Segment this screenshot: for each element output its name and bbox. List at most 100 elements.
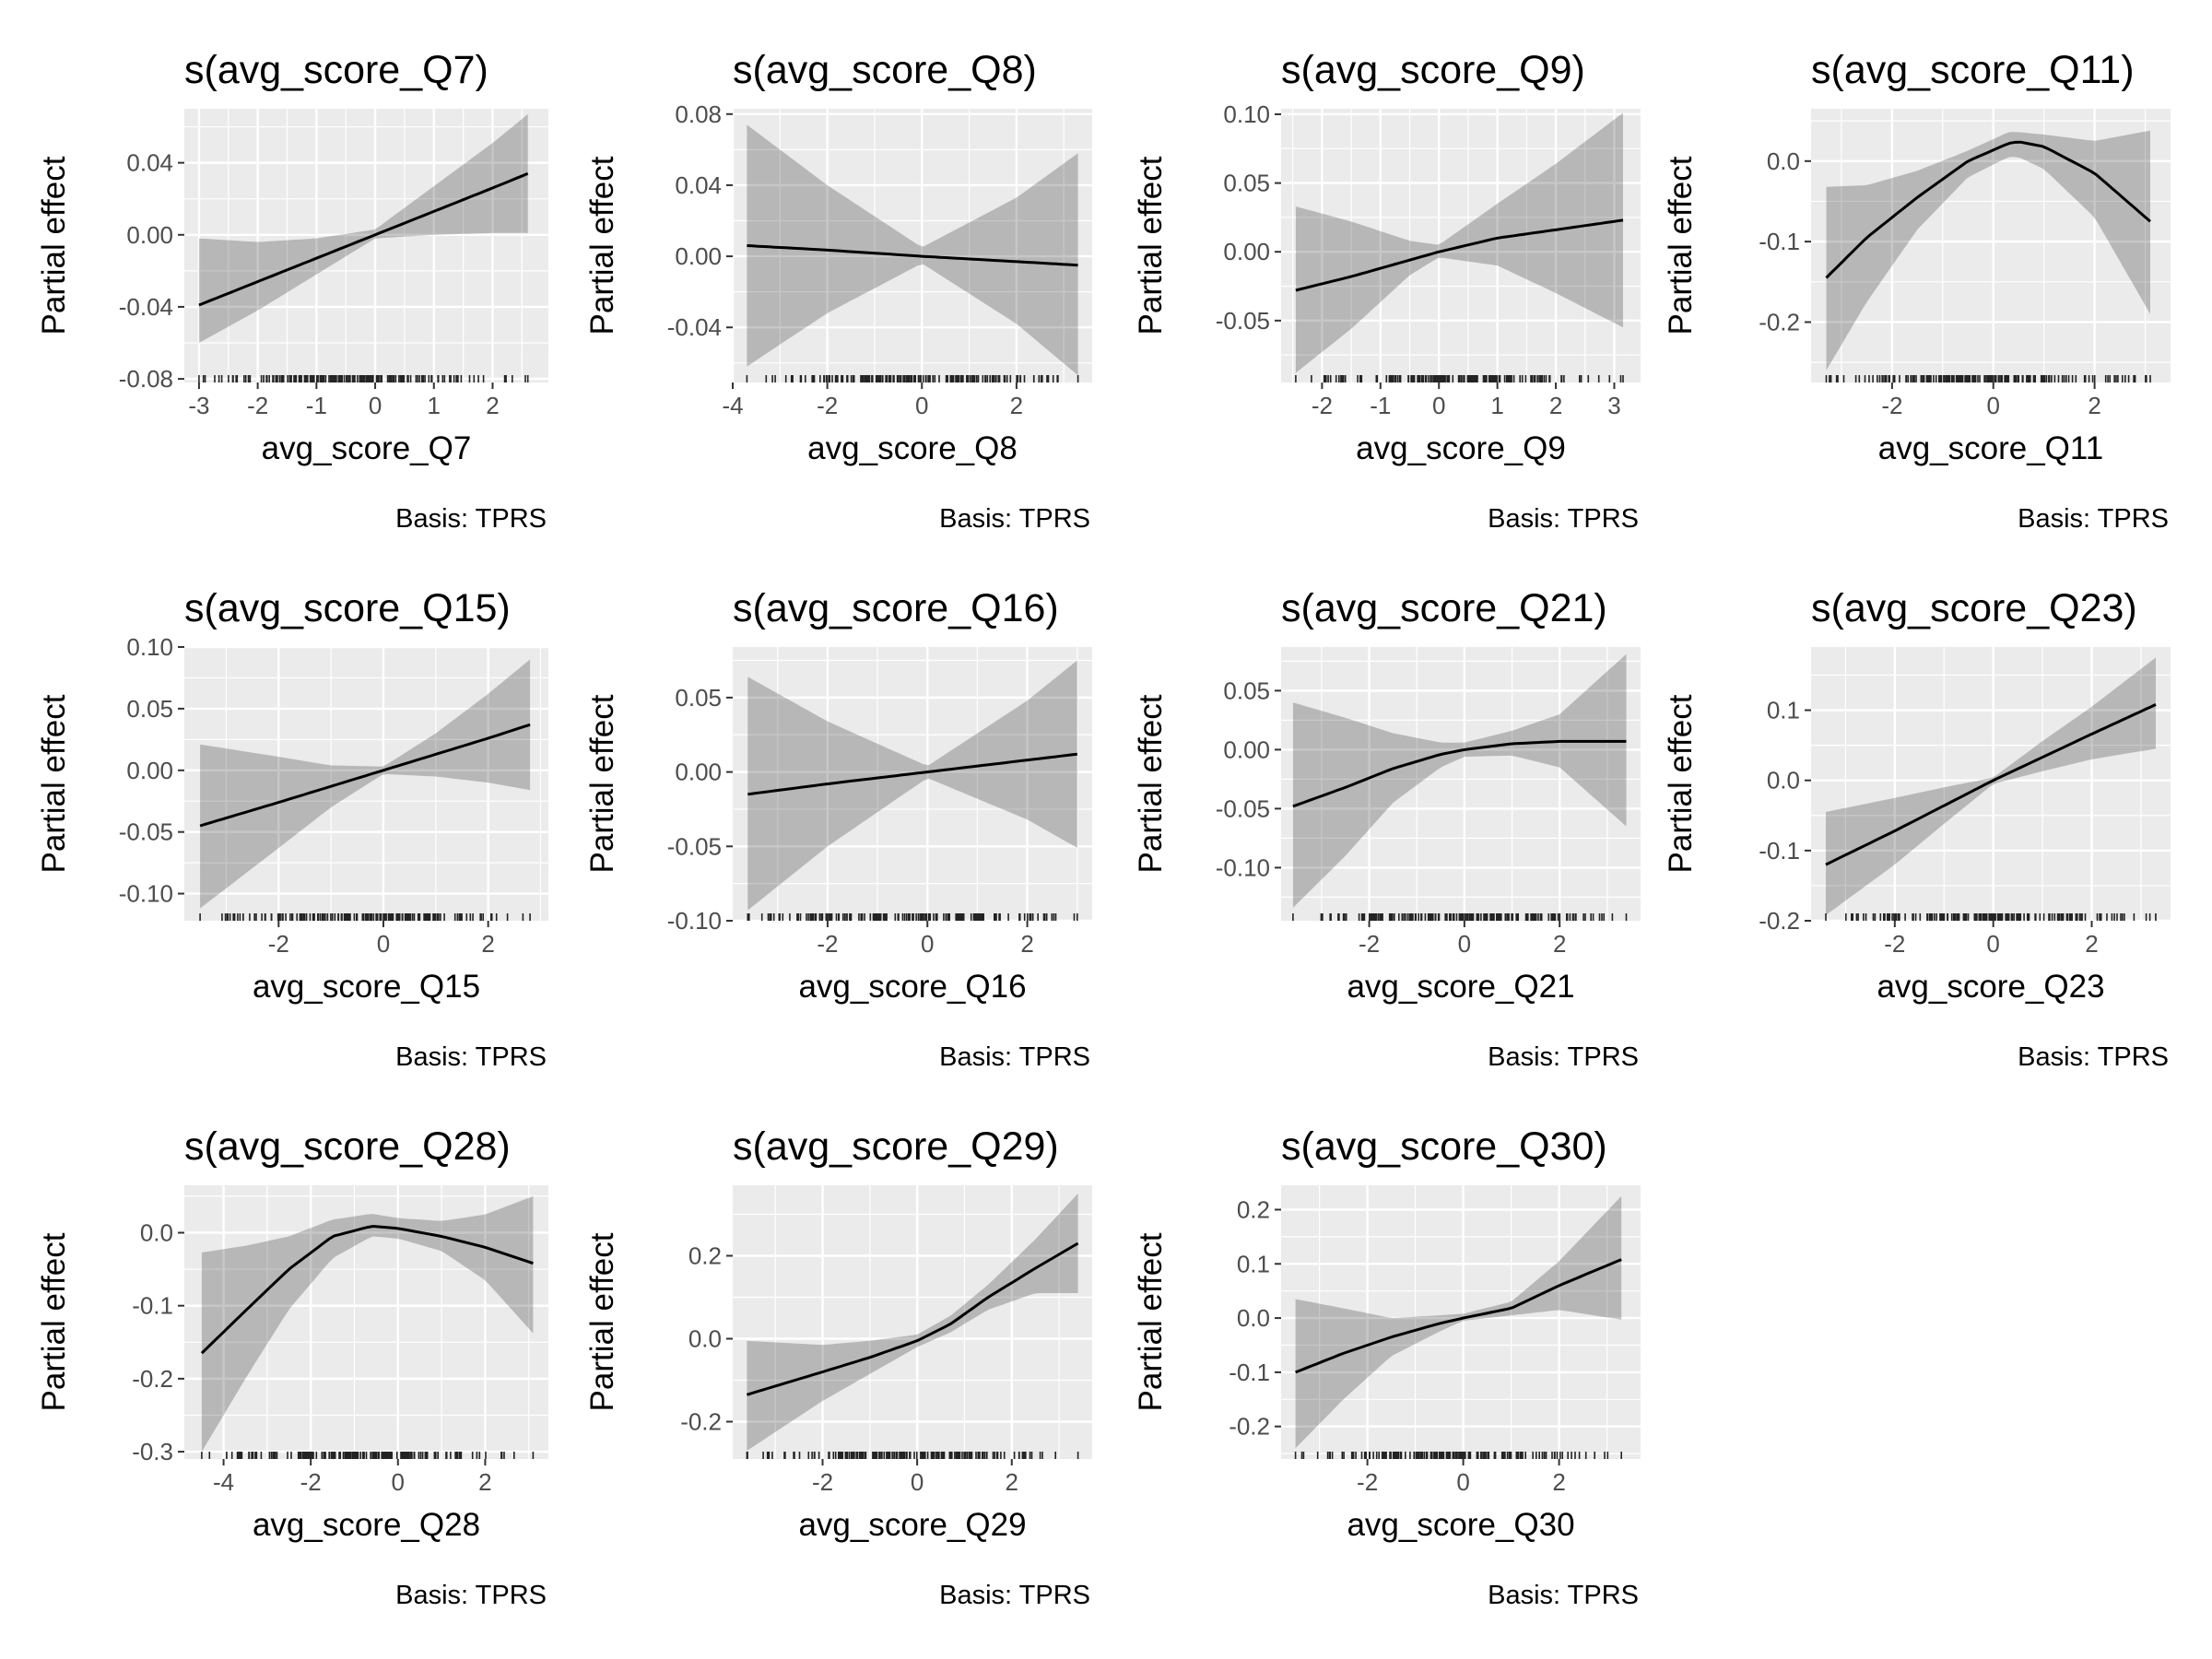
y-tick-label: -0.1 bbox=[1759, 837, 1800, 865]
y-tick-label: -0.3 bbox=[132, 1438, 173, 1465]
y-tick-label: -0.04 bbox=[667, 313, 722, 341]
y-tick-label: -0.05 bbox=[119, 818, 173, 846]
panel-title: s(avg_score_Q16) bbox=[733, 586, 1059, 630]
x-axis-label: avg_score_Q7 bbox=[262, 430, 472, 466]
confidence-band bbox=[198, 113, 528, 344]
x-tick-label: -3 bbox=[188, 392, 209, 419]
x-tick-label: 0 bbox=[369, 392, 382, 419]
y-tick-label: -0.05 bbox=[1216, 794, 1270, 822]
x-tick-label: -1 bbox=[1370, 392, 1391, 419]
x-tick-label: 0 bbox=[911, 1468, 924, 1496]
panel-caption: Basis: TPRS bbox=[939, 504, 1090, 534]
x-tick-label: -2 bbox=[1881, 392, 1902, 419]
smooth-line bbox=[746, 1241, 1079, 1396]
panel-title: s(avg_score_Q23) bbox=[1811, 586, 2137, 630]
y-tick-label: -0.1 bbox=[1759, 228, 1800, 255]
rug-marks bbox=[201, 1452, 535, 1459]
x-tick-label: 2 bbox=[1020, 930, 1033, 958]
x-tick-label: -2 bbox=[1884, 930, 1905, 958]
smooth-line bbox=[1825, 140, 2151, 279]
panel-title: s(avg_score_Q30) bbox=[1281, 1124, 1607, 1169]
panel-title: s(avg_score_Q9) bbox=[1281, 48, 1585, 92]
y-tick-label: -0.05 bbox=[1216, 307, 1270, 335]
y-axis-label: Partial effect bbox=[1133, 1232, 1169, 1411]
x-tick-label: 0 bbox=[392, 1468, 405, 1496]
rug-marks bbox=[747, 913, 1078, 921]
smooth-line bbox=[747, 244, 1078, 267]
panel-title: s(avg_score_Q11) bbox=[1811, 48, 2135, 92]
y-tick-label: 0.0 bbox=[140, 1218, 173, 1246]
rug-marks bbox=[198, 375, 529, 382]
rug-marks bbox=[1825, 913, 2157, 921]
panel-background bbox=[733, 647, 1092, 921]
panel-caption: Basis: TPRS bbox=[939, 1581, 1090, 1610]
y-tick-label: 0.00 bbox=[126, 757, 173, 784]
x-tick-label: 0 bbox=[1986, 930, 1999, 958]
x-tick-label: -2 bbox=[247, 392, 268, 419]
x-axis-label: avg_score_Q8 bbox=[807, 430, 1018, 466]
y-tick-label: 0.05 bbox=[1223, 677, 1270, 704]
confidence-band bbox=[200, 659, 531, 909]
smooth-line bbox=[198, 171, 529, 307]
x-axis-label: avg_score_Q11 bbox=[1878, 430, 2104, 466]
y-axis-label: Partial effect bbox=[36, 1232, 72, 1411]
panel-caption: Basis: TPRS bbox=[395, 1042, 547, 1072]
y-axis-label: Partial effect bbox=[1663, 156, 1699, 335]
panel-title: s(avg_score_Q28) bbox=[184, 1124, 511, 1169]
x-tick-label: 2 bbox=[2085, 930, 2098, 958]
y-tick-label: 0.00 bbox=[126, 221, 173, 249]
panel-title: s(avg_score_Q15) bbox=[184, 586, 511, 630]
x-tick-label: 0 bbox=[1432, 392, 1445, 419]
x-tick-label: 0 bbox=[1987, 392, 2000, 419]
panel-background bbox=[1811, 647, 2171, 921]
x-tick-label: 1 bbox=[428, 392, 441, 419]
y-tick-label: 0.0 bbox=[1237, 1304, 1270, 1332]
confidence-band bbox=[747, 660, 1077, 911]
y-axis-label: Partial effect bbox=[1133, 156, 1169, 335]
y-tick-label: 0.05 bbox=[675, 684, 722, 712]
panel-8: -2 0 2 -0.2 -0.1 0.0 0.1 s(avg_score_Q23) avg_sc… bbox=[1663, 586, 2171, 1072]
y-tick-label: -0.1 bbox=[132, 1292, 173, 1320]
y-tick-label: 0.10 bbox=[1223, 100, 1270, 128]
x-tick-label: 2 bbox=[1006, 1468, 1018, 1496]
y-tick-label: 0.1 bbox=[1767, 697, 1800, 724]
x-tick-label: 2 bbox=[1010, 392, 1023, 419]
y-tick-label: 0.00 bbox=[1223, 735, 1270, 763]
panel-6: -2 0 2 -0.10 -0.05 0.00 0.05 s(avg_score_Q16)av… bbox=[584, 586, 1092, 1072]
panel-background bbox=[733, 109, 1092, 382]
y-tick-label: 0.00 bbox=[1223, 238, 1270, 265]
x-tick-label: 0 bbox=[915, 392, 928, 419]
x-tick-label: 3 bbox=[1607, 392, 1620, 419]
y-axis-label: Partial effect bbox=[1663, 694, 1699, 873]
panel-background bbox=[184, 1185, 548, 1459]
x-axis-label: avg_score_Q9 bbox=[1356, 430, 1566, 466]
rug-marks bbox=[199, 913, 531, 921]
panel-7: -2 0 2 -0.10 -0.05 0.00 0.05 s(avg_score_Q21)av… bbox=[1133, 586, 1641, 1072]
x-tick-label: -2 bbox=[1359, 930, 1380, 958]
x-tick-label: 2 bbox=[1549, 392, 1562, 419]
x-axis-label: avg_score_Q15 bbox=[253, 969, 480, 1005]
x-tick-label: -2 bbox=[817, 930, 838, 958]
panel-background bbox=[1281, 647, 1641, 921]
confidence-band bbox=[1826, 130, 2150, 371]
smooth-line bbox=[199, 723, 531, 828]
panel-4: -2 0 2 -0.2 -0.1 0.0 s(avg_score_Q11) avg_score… bbox=[1663, 48, 2171, 534]
y-tick-label: 0.04 bbox=[675, 171, 722, 199]
y-tick-label: 0.0 bbox=[1767, 767, 1800, 794]
panel-caption: Basis: TPRS bbox=[2018, 504, 2169, 534]
panel-1: -3 -2 -1 0 1 2 -0.08 -0.04 0.00 0.04 s(avg_score_Q… bbox=[36, 48, 548, 534]
smooth-line bbox=[200, 1224, 534, 1355]
x-axis-label: avg_score_Q30 bbox=[1347, 1507, 1574, 1543]
x-tick-label: -1 bbox=[306, 392, 327, 419]
y-tick-label: -0.10 bbox=[119, 880, 173, 908]
y-tick-label: -0.1 bbox=[1229, 1359, 1270, 1386]
panel-5: -2 0 2 -0.10 -0.05 0.00 0.05 0.10 s(avg_score_Q1… bbox=[36, 586, 548, 1072]
smooth-line bbox=[1295, 1258, 1622, 1374]
x-tick-label: 2 bbox=[1552, 1468, 1565, 1496]
x-tick-label: -2 bbox=[268, 930, 289, 958]
x-tick-label: -4 bbox=[722, 392, 743, 419]
rug-marks bbox=[1292, 913, 1628, 921]
confidence-band bbox=[1826, 657, 2156, 915]
x-tick-label: 1 bbox=[1490, 392, 1503, 419]
panel-caption: Basis: TPRS bbox=[1488, 1042, 1639, 1072]
